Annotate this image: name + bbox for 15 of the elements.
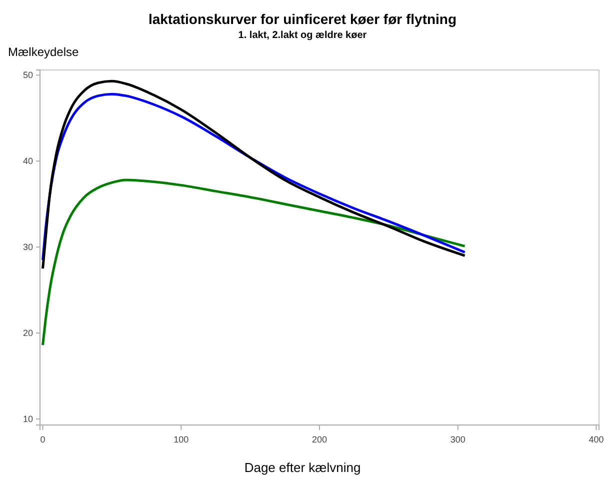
y-axis-title: Mælkeydelse — [8, 45, 80, 59]
chart-title: laktationskurver for uinficeret køer før flytning — [148, 11, 457, 27]
x-tick-label: 200 — [312, 434, 328, 444]
line-series — [42, 178, 466, 346]
x-tick-label: 0 — [40, 434, 46, 444]
y-tick-label: 50 — [22, 70, 33, 80]
y-tick-label: 10 — [22, 414, 33, 424]
y-tick-label: 20 — [22, 328, 33, 338]
x-tick-label: 400 — [588, 434, 604, 444]
y-tick-label: 40 — [22, 156, 33, 166]
chart-subtitle: 1. lakt, 2.lakt og ældre køer — [238, 30, 367, 41]
y-tick-label: 30 — [22, 242, 33, 252]
x-axis-title: Dage efter kælvning — [244, 460, 361, 475]
x-tick-label: 100 — [174, 434, 189, 444]
x-tick-label: 300 — [450, 434, 466, 444]
